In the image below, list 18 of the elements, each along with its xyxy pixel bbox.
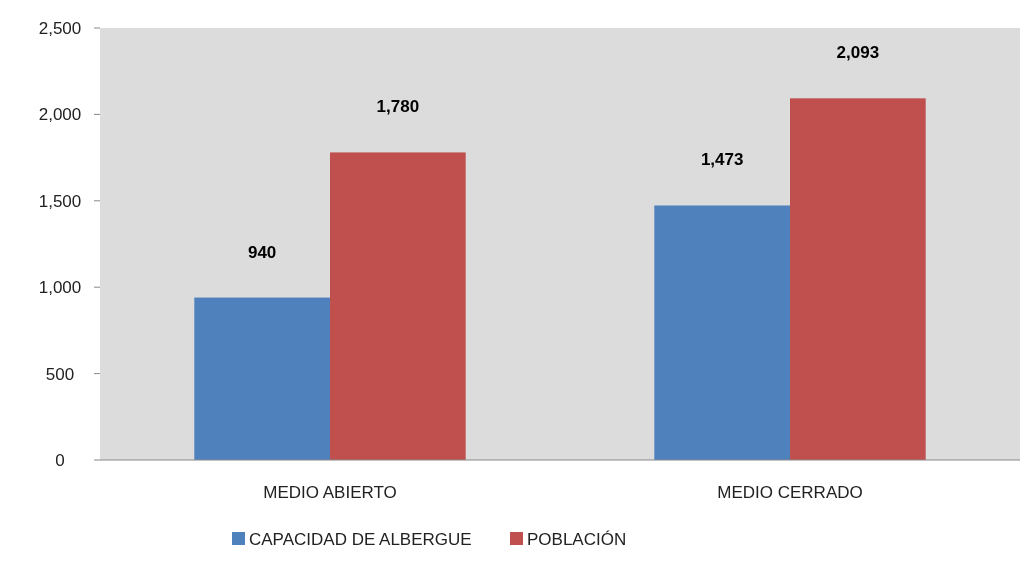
bar: [330, 152, 466, 460]
y-tick-label: 500: [45, 364, 75, 384]
legend-label: CAPACIDAD DE ALBERGUE: [249, 529, 472, 549]
y-tick-label: 1,500: [38, 191, 82, 211]
y-tick-label: 0: [55, 450, 65, 470]
x-tick-label: MEDIO ABIERTO: [263, 483, 397, 502]
data-label: 940: [247, 242, 277, 262]
y-tick-label: 1,000: [38, 278, 82, 298]
legend-label: POBLACIÓN: [527, 529, 627, 549]
y-tick-label: 2,500: [38, 18, 82, 38]
bar: [790, 98, 926, 460]
y-tick-label: 2,000: [38, 105, 82, 125]
x-tick-label: MEDIO CERRADO: [717, 483, 863, 502]
data-label: 1,473: [700, 150, 744, 170]
bar: [654, 205, 790, 460]
data-label: 2,093: [836, 43, 880, 63]
data-label: 1,780: [376, 97, 420, 117]
bar: [194, 297, 330, 460]
